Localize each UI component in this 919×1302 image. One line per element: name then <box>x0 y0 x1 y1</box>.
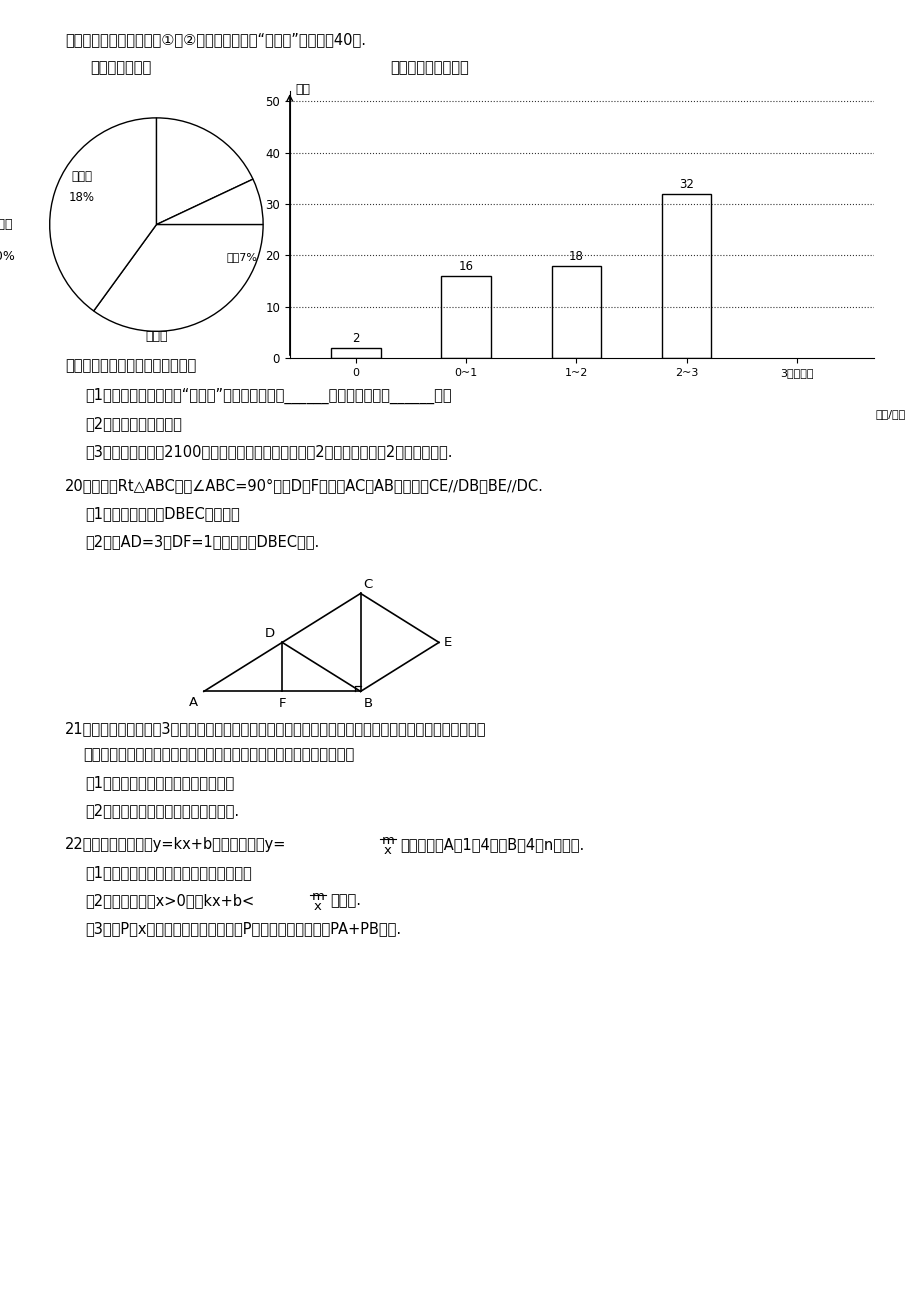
Text: （1）求证：四边形DBEC是菱形；: （1）求证：四边形DBEC是菱形； <box>85 506 240 521</box>
Text: 每周使用手机的时间: 每周使用手机的时间 <box>391 60 469 76</box>
Text: 放回，再随机地摸取一个小球，（用列表或树形图求下列事件的概率）: 放回，再随机地摸取一个小球，（用列表或树形图求下列事件的概率） <box>83 747 354 762</box>
Text: B: B <box>363 698 372 711</box>
Text: 18: 18 <box>568 250 584 263</box>
Text: （1）求反比例函数和一次函数的解析式；: （1）求反比例函数和一次函数的解析式； <box>85 865 252 880</box>
Text: 请你根据以上信息解答下列问题：: 请你根据以上信息解答下列问题： <box>65 358 196 372</box>
Text: （2）直接写出当x>0时，kx+b<: （2）直接写出当x>0时，kx+b< <box>85 893 254 907</box>
Text: （1）在扇形统计图中，“玩游戏”对应的百分比为______，圆心角度数是______度；: （1）在扇形统计图中，“玩游戏”对应的百分比为______，圆心角度数是____… <box>85 388 451 404</box>
Text: （3）点P是x轴上的一动点，试确定点P并求出它的坐标，使PA+PB最小.: （3）点P是x轴上的一动点，试确定点P并求出它的坐标，使PA+PB最小. <box>85 921 401 936</box>
Text: x: x <box>383 844 391 857</box>
Text: E: E <box>443 635 451 648</box>
Text: 18%: 18% <box>69 191 95 204</box>
Text: 人数: 人数 <box>295 83 310 96</box>
Text: F: F <box>278 698 286 711</box>
Text: （2）若AD=3，DF=1，求四边形DBEC面积.: （2）若AD=3，DF=1，求四边形DBEC面积. <box>85 534 319 549</box>
Bar <box>331 348 380 358</box>
Bar <box>551 266 600 358</box>
Text: 图②: 图② <box>379 309 401 323</box>
Bar <box>661 194 710 358</box>
Text: D: D <box>265 628 275 641</box>
Text: 20．如图，Rt△ABC中，∠ABC=90°，点D，F分别是AC，AB的中点，CE∕∕DB，BE∕∕DC.: 20．如图，Rt△ABC中，∠ABC=90°，点D，F分别是AC，AB的中点，C… <box>65 478 543 493</box>
Text: 16: 16 <box>459 260 473 273</box>
Text: 查资料: 查资料 <box>0 219 13 230</box>
Text: 2: 2 <box>352 332 359 345</box>
Wedge shape <box>50 118 156 311</box>
Text: （1）两次取的小球都是红球的概率；: （1）两次取的小球都是红球的概率； <box>85 775 234 790</box>
Text: 32: 32 <box>678 177 693 190</box>
Text: 打电话: 打电话 <box>71 171 92 184</box>
Text: 时间/小时: 时间/小时 <box>875 409 904 419</box>
Text: 的解集.: 的解集. <box>330 893 360 907</box>
Wedge shape <box>156 118 253 224</box>
Text: C: C <box>363 578 372 591</box>
Text: （0~1表示大于0同时小于等于1，以此类推）: （0~1表示大于0同时小于等于1，以此类推） <box>369 326 550 339</box>
Text: 问卷调查，并绘制成如图①，②的统计图，已知“查资料”的人数是40人.: 问卷调查，并绘制成如图①，②的统计图，已知“查资料”的人数是40人. <box>65 33 366 47</box>
Text: A: A <box>188 697 198 710</box>
Text: 其他7%: 其他7% <box>226 251 257 262</box>
Text: （3）该校共有学生2100人，估计每周使用手机时间在2小时以上（不含2小时）的人数.: （3）该校共有学生2100人，估计每周使用手机时间在2小时以上（不含2小时）的人… <box>85 444 452 460</box>
Bar <box>441 276 491 358</box>
Text: 21．不透明的袋中装有3个大小相同的小球，其中两个为白色，一个为红色，随机地从袋中摸取一个小球后: 21．不透明的袋中装有3个大小相同的小球，其中两个为白色，一个为红色，随机地从袋… <box>65 721 486 736</box>
Text: 图①: 图① <box>117 309 139 323</box>
Text: m: m <box>381 835 394 848</box>
Text: 玩游戏: 玩游戏 <box>145 331 167 344</box>
Text: 22．如图，一次函数y=kx+b与反比例函数y=: 22．如图，一次函数y=kx+b与反比例函数y= <box>65 837 286 852</box>
Wedge shape <box>156 180 263 225</box>
Text: 的图象交于A（1，4），B（4，n）两点.: 的图象交于A（1，4），B（4，n）两点. <box>400 837 584 852</box>
Text: （2）两次取的小球是一红一白的概率.: （2）两次取的小球是一红一白的概率. <box>85 803 239 818</box>
Text: 40%: 40% <box>0 250 16 263</box>
Text: 使用手机的目的: 使用手机的目的 <box>90 60 151 76</box>
Text: x: x <box>313 900 322 913</box>
Text: m: m <box>312 891 324 904</box>
Text: （2）补全条形统计图；: （2）补全条形统计图； <box>85 417 182 431</box>
Wedge shape <box>94 224 263 331</box>
